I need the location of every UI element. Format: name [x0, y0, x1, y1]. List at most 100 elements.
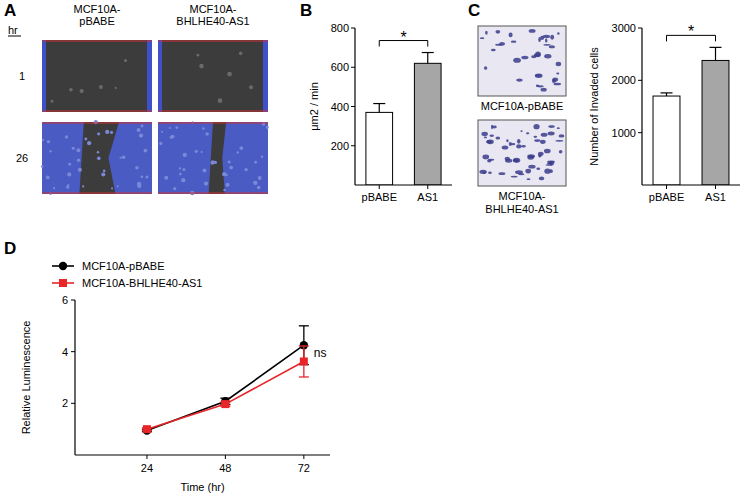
figure: ABCDMCF10A-pBABEMCF10A-BHLHE40-AS1hr126M… [0, 0, 750, 500]
y-tick-label: 2 [62, 397, 68, 409]
y-axis-title: μm2 / min [308, 82, 320, 131]
error-cap [299, 376, 309, 377]
border [158, 111, 268, 112]
border [42, 41, 152, 42]
invaded-cell [544, 54, 551, 58]
error-stem [715, 47, 716, 60]
cell-texture [170, 135, 173, 138]
y-tick-label: 800 [331, 22, 349, 34]
speck [249, 85, 253, 89]
invaded-cell [529, 29, 536, 33]
cell-texture [103, 170, 106, 173]
x-axis [75, 454, 330, 455]
x-tick-label: 72 [298, 462, 310, 474]
cell-texture [120, 157, 122, 159]
legend-label: MCF10A-BHLHE40-AS1 [82, 277, 202, 289]
bars [366, 53, 441, 185]
row-label: 26 [16, 152, 28, 164]
cell-texture [46, 176, 50, 180]
error-cap [373, 103, 385, 104]
invaded-cell [489, 135, 494, 137]
point [300, 357, 308, 365]
cell-texture [145, 176, 148, 179]
invaded-cell [543, 44, 550, 46]
y-axis-title: Relative Luminescence [20, 321, 32, 435]
legend-marker [59, 279, 67, 287]
column-header: MCF10A- [73, 3, 120, 15]
figure-root: ABCDMCF10A-pBABEMCF10A-BHLHE40-AS1hr126M… [0, 0, 750, 500]
error-cap [299, 325, 309, 326]
wound-gap [79, 122, 119, 194]
speck [196, 54, 199, 57]
invaded-cell [488, 159, 494, 161]
series-line [147, 361, 304, 429]
y-axis [641, 28, 642, 185]
panel-letter: A [4, 1, 16, 20]
invaded-cell [484, 137, 487, 139]
cell-texture [266, 126, 269, 129]
y-tick [71, 351, 75, 352]
cell-texture [261, 155, 263, 157]
invaded-cell [541, 133, 548, 137]
series-line [147, 345, 304, 430]
x-tick [379, 185, 380, 189]
invaded-cell [509, 33, 513, 38]
y-tick-label: 1000 [612, 127, 636, 139]
speck [239, 52, 243, 56]
bar [414, 63, 441, 185]
y-tick [351, 106, 355, 107]
cell-texture [214, 161, 217, 164]
invaded-cell [525, 169, 531, 174]
invaded-cell [530, 156, 535, 158]
border [42, 193, 152, 194]
micrograph [158, 40, 268, 112]
cell-texture [181, 178, 185, 182]
y-tick [638, 80, 642, 81]
cell-texture [223, 189, 225, 191]
invaded-cell [541, 88, 547, 92]
invaded-cell [536, 167, 540, 170]
invaded-cell [538, 152, 544, 156]
bar [366, 112, 393, 185]
invaded-cell [559, 134, 565, 137]
cell-texture [237, 151, 239, 153]
cell-texture [225, 183, 229, 187]
point [221, 400, 229, 408]
invaded-cell [516, 144, 521, 148]
line-chart: 246244872Time (hr)Relative Luminescencen… [20, 260, 330, 493]
cell-texture [253, 181, 257, 185]
error-cap [422, 52, 434, 53]
bars [653, 47, 729, 185]
x-tick-label: 48 [219, 462, 231, 474]
cell-texture [211, 160, 215, 164]
cell-texture [169, 127, 171, 129]
legend-marker [59, 262, 67, 270]
legend-label: MCF10A-pBABE [82, 260, 165, 272]
bar-chart: 200400600800pBABEAS1μm2 / min* [308, 22, 452, 203]
cell-texture [137, 128, 141, 132]
invaded-cell [513, 158, 520, 163]
y-tick-label: 6 [62, 294, 68, 306]
cell-texture [101, 172, 105, 176]
error-cap [661, 92, 673, 93]
cell-texture [144, 149, 148, 153]
cell-texture [161, 131, 163, 133]
cell-texture [229, 166, 233, 170]
image-background [478, 120, 566, 186]
cell-texture [42, 139, 44, 141]
micrograph [478, 120, 566, 186]
cell-texture [179, 167, 181, 169]
cell-texture [203, 169, 207, 173]
invaded-cell [491, 49, 496, 51]
cell-texture [228, 160, 231, 163]
cell-texture [49, 150, 51, 152]
invaded-cell [486, 140, 492, 143]
invaded-cell [539, 176, 544, 180]
invaded-cell [492, 126, 497, 129]
invaded-cell [480, 37, 484, 39]
invaded-cell [481, 132, 488, 136]
invaded-cell [548, 125, 555, 128]
y-tick-label: 3000 [612, 22, 636, 34]
cell-texture [97, 157, 101, 161]
cell-texture [202, 127, 205, 130]
